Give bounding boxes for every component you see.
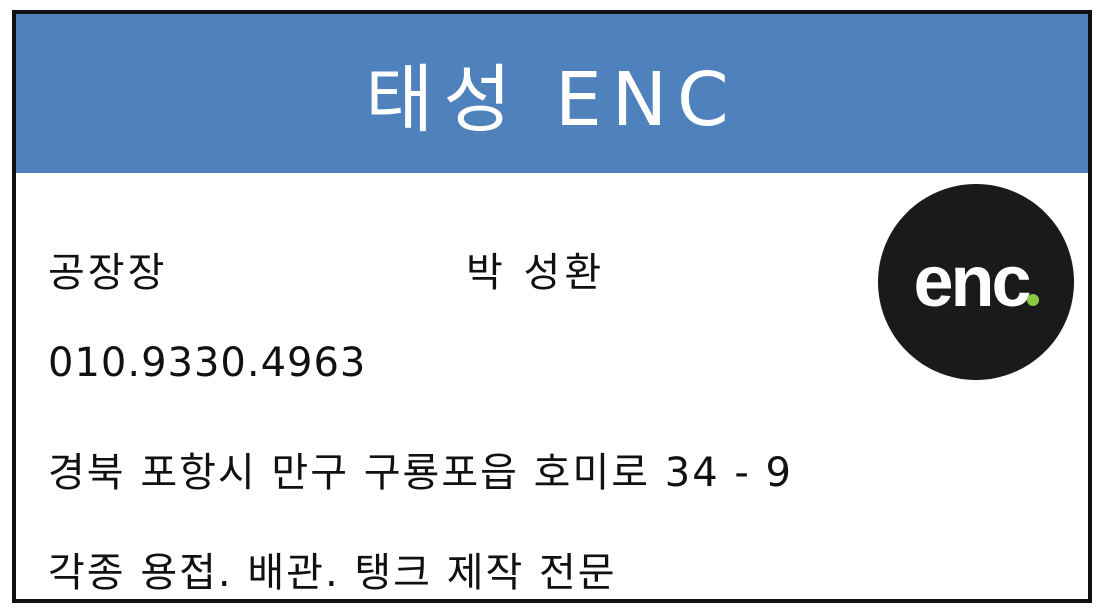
service-description: 각종 용접. 배관. 탱크 제작 전문 bbox=[48, 550, 617, 596]
enc-logo: enc bbox=[878, 184, 1074, 380]
job-title: 공장장 bbox=[48, 250, 168, 296]
phone-number: 010.9330.4963 bbox=[48, 340, 367, 386]
logo-accent-dot bbox=[1027, 294, 1039, 306]
business-card: 태성 ENC 공장장 박 성환 010.9330.4963 경북 포항시 만구 … bbox=[12, 10, 1092, 603]
company-address: 경북 포항시 만구 구룡포읍 호미로 34 - 9 bbox=[48, 450, 793, 496]
company-header: 태성 ENC bbox=[16, 14, 1088, 173]
company-name: 태성 ENC bbox=[365, 57, 739, 143]
logo-text: enc bbox=[913, 242, 1031, 322]
person-name: 박 성환 bbox=[466, 250, 606, 296]
